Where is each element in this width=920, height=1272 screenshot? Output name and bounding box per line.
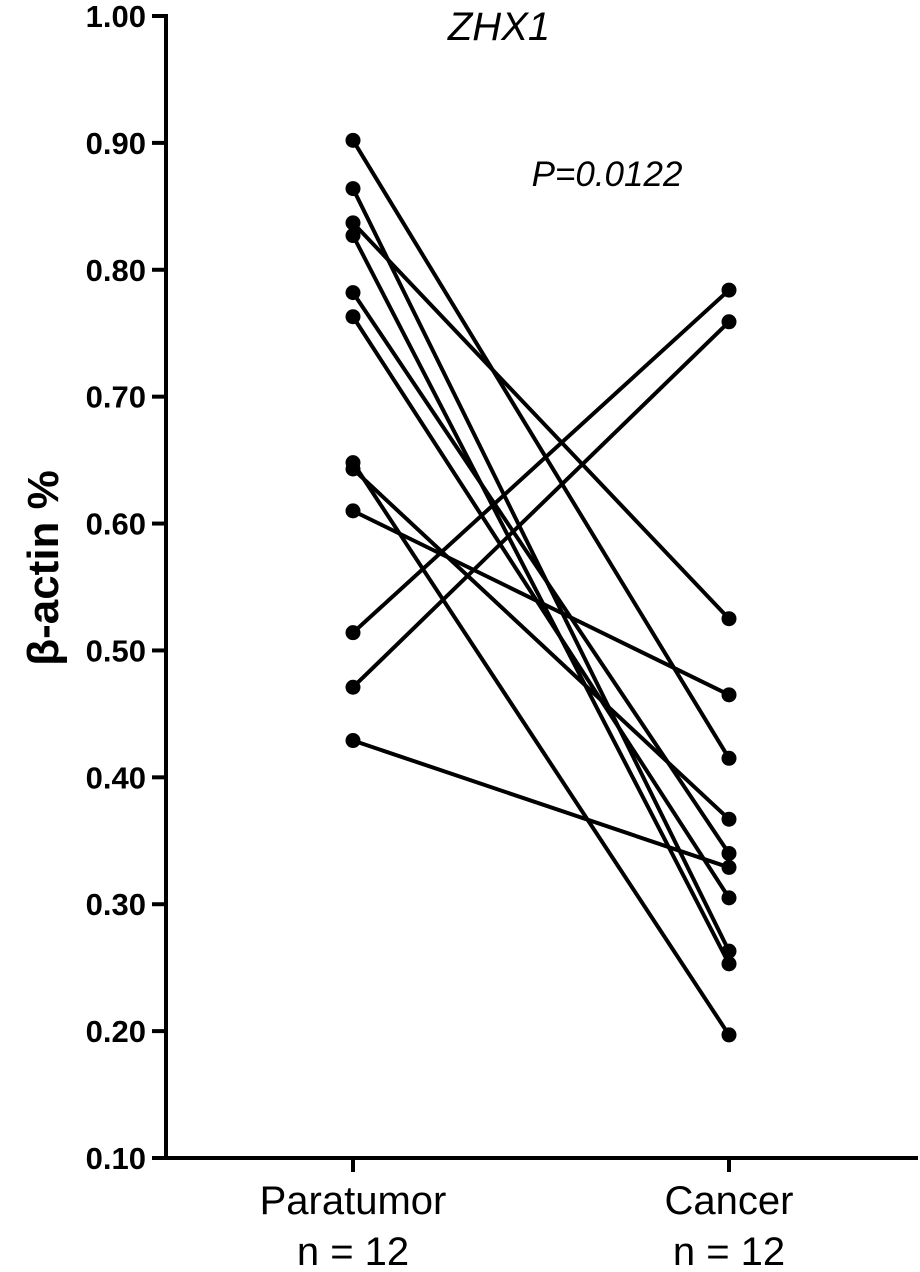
data-point-cancer [721, 611, 737, 627]
y-tick-label: 0.30 [86, 887, 146, 922]
data-point-paratumor [345, 733, 361, 749]
pair-line [351, 461, 731, 1037]
data-point-cancer [721, 314, 737, 330]
data-points [345, 132, 737, 1043]
y-ticks: 0.10 0.20 0.30 0.40 0.50 0.60 0.70 0.80 0.90 1.00 [86, 0, 166, 1176]
p-value-annotation: P=0.0122 [532, 155, 683, 194]
data-point-paratumor [345, 215, 361, 231]
data-point-cancer [721, 845, 737, 861]
x-ticks: Paratumor n = 12 Cancer n = 12 [260, 1158, 794, 1272]
y-tick-label: 0.60 [86, 507, 146, 542]
pair-line [351, 234, 731, 965]
pair-line [351, 315, 731, 899]
pair-line [351, 320, 731, 689]
y-tick-label: 0.50 [86, 633, 146, 668]
data-point-paratumor [345, 461, 361, 477]
data-point-cancer [721, 1027, 737, 1043]
data-point-cancer [721, 943, 737, 959]
pair-line [352, 509, 730, 697]
data-point-paratumor [345, 503, 361, 519]
data-point-cancer [721, 687, 737, 703]
data-point-cancer [721, 890, 737, 906]
y-tick-label: 0.80 [86, 253, 146, 288]
pair-line [351, 467, 731, 821]
pair-line [352, 738, 730, 870]
data-point-paratumor [345, 309, 361, 325]
data-point-paratumor [345, 285, 361, 301]
x-category-n-label: n = 12 [673, 1230, 785, 1272]
chart-title: ZHX1 [447, 5, 550, 49]
data-point-cancer [721, 956, 737, 972]
data-point-paratumor [345, 625, 361, 641]
y-tick-label: 0.90 [86, 126, 146, 161]
data-point-cancer [721, 859, 737, 875]
data-point-cancer [721, 811, 737, 827]
data-point-paratumor [345, 228, 361, 244]
x-category-label: Cancer [665, 1179, 794, 1223]
data-point-cancer [721, 750, 737, 766]
x-category-label: Paratumor [260, 1179, 447, 1223]
axes [164, 14, 918, 1160]
pair-line [351, 221, 731, 621]
y-tick-label: 1.00 [86, 0, 146, 34]
pair-line [351, 288, 731, 635]
x-category-n-label: n = 12 [297, 1230, 409, 1272]
pair-line [351, 139, 731, 760]
y-tick-label: 0.70 [86, 380, 146, 415]
data-point-paratumor [345, 132, 361, 148]
data-point-cancer [721, 282, 737, 298]
pair-lines [351, 139, 731, 1037]
y-axis-label: β-actin % [19, 470, 68, 666]
data-point-paratumor [345, 679, 361, 695]
y-tick-label: 0.40 [86, 760, 146, 795]
y-tick-label: 0.10 [86, 1141, 146, 1176]
data-point-paratumor [345, 181, 361, 197]
y-tick-label: 0.20 [86, 1014, 146, 1049]
